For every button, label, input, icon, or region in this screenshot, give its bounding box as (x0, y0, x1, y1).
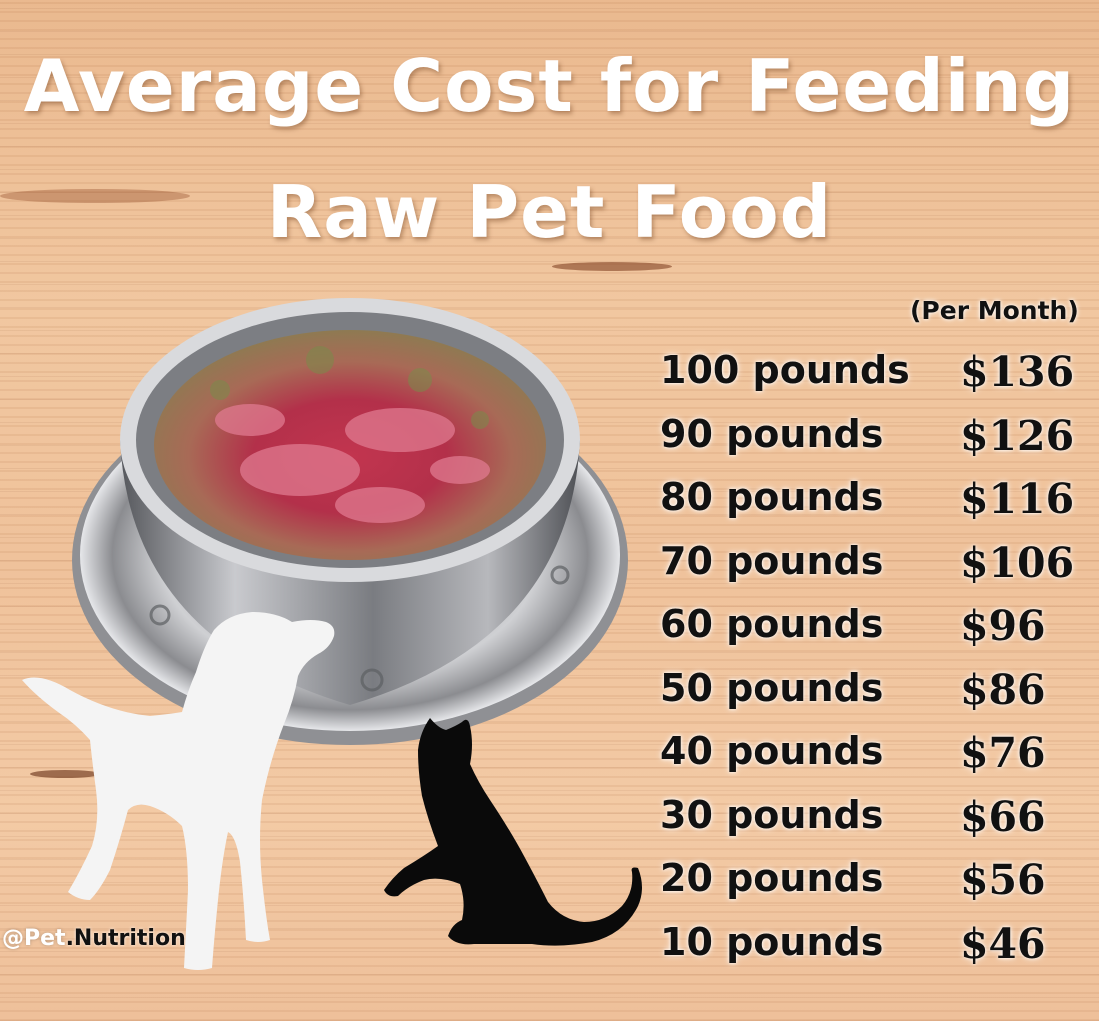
watermark-prefix: @Pet (2, 926, 66, 951)
dog-silhouette-icon (22, 612, 335, 970)
cost-value: $86 (960, 665, 1046, 714)
cost-value: $126 (960, 411, 1075, 460)
cat-silhouette-icon (384, 718, 642, 946)
weight-label: 90 pounds (660, 411, 884, 456)
weight-label: 20 pounds (660, 856, 884, 900)
per-month-label: (Per Month) (910, 296, 1079, 325)
wood-knot (30, 770, 100, 778)
cost-value: $116 (960, 475, 1075, 523)
table-row: 40 pounds $76 (660, 729, 1090, 793)
food-bowl (72, 298, 628, 745)
wood-knot (0, 189, 190, 203)
watermark-handle: @Pet.Nutrition (2, 926, 186, 951)
cost-value: $66 (960, 792, 1046, 841)
table-row: 50 pounds $86 (660, 666, 1090, 730)
cost-table: 100 pounds $136 90 pounds $126 80 pounds… (660, 348, 1090, 983)
cost-value: $76 (960, 729, 1046, 777)
table-row: 90 pounds $126 (660, 412, 1090, 476)
weight-label: 30 pounds (660, 792, 884, 837)
weight-label: 10 pounds (660, 919, 884, 964)
table-row: 10 pounds $46 (660, 920, 1090, 984)
cost-value: $96 (960, 602, 1046, 650)
weight-label: 60 pounds (660, 602, 884, 646)
weight-label: 100 pounds (660, 348, 910, 392)
page-title-line-1: Average Cost for Feeding (23, 44, 1076, 128)
page-title-line-2: Raw Pet Food (266, 170, 833, 254)
cost-value: $106 (960, 538, 1075, 587)
table-row: 70 pounds $106 (660, 539, 1090, 603)
cost-value: $136 (960, 348, 1075, 396)
watermark-suffix: .Nutrition (65, 926, 186, 951)
table-row: 30 pounds $66 (660, 793, 1090, 857)
table-row: 80 pounds $116 (660, 475, 1090, 539)
table-row: 20 pounds $56 (660, 856, 1090, 920)
cost-value: $46 (960, 919, 1046, 968)
table-row: 60 pounds $96 (660, 602, 1090, 666)
wood-knot (552, 262, 672, 271)
cost-value: $56 (960, 856, 1046, 904)
table-row: 100 pounds $136 (660, 348, 1090, 412)
weight-label: 70 pounds (660, 538, 884, 583)
weight-label: 80 pounds (660, 475, 884, 519)
weight-label: 40 pounds (660, 729, 884, 773)
weight-label: 50 pounds (660, 665, 884, 710)
